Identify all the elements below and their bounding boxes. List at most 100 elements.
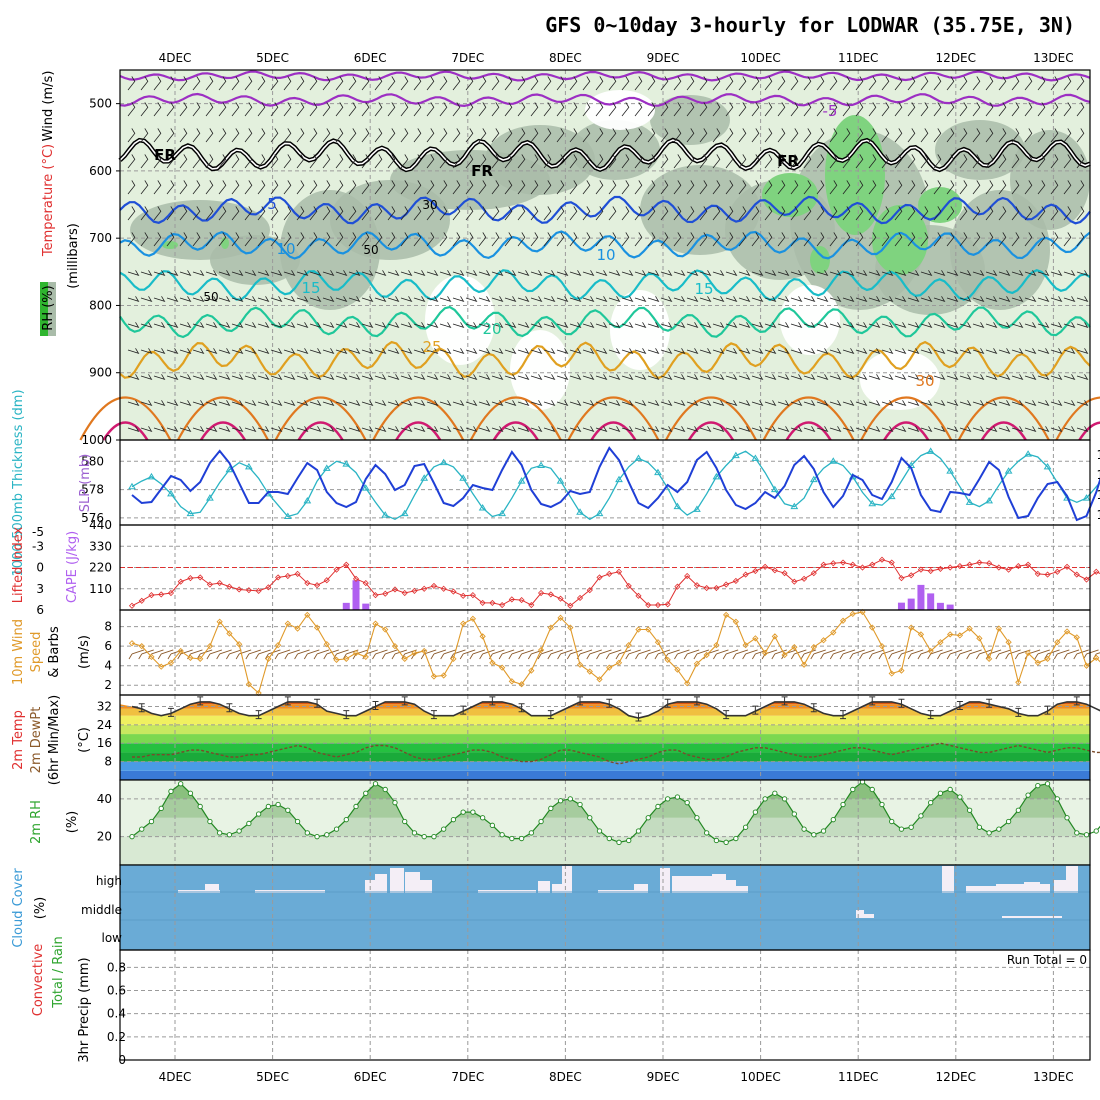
wind-barb (1011, 180, 1020, 195)
wind-barb (205, 348, 218, 354)
wind-barb (166, 426, 179, 432)
wind-barb (166, 180, 175, 195)
rh-marker (762, 796, 768, 802)
wind-barb (868, 206, 877, 221)
wind-barb (842, 426, 855, 432)
minmax-errorbar (752, 705, 759, 715)
wind-barb (452, 296, 465, 302)
wind-barb (868, 270, 881, 276)
wind-barb (777, 154, 786, 169)
wind-barb (179, 180, 188, 195)
wind-barb (192, 154, 201, 169)
wind-barb (439, 154, 448, 169)
wind-barb (231, 374, 244, 380)
wind-barb (257, 426, 270, 432)
thickness-marker (439, 458, 448, 466)
wind-barb (868, 426, 881, 432)
wind-barb (547, 649, 563, 660)
rh-base-fill (120, 836, 1090, 865)
wind-barb (1037, 322, 1050, 328)
contour-label: 10 (276, 240, 295, 258)
rh-marker (976, 824, 983, 830)
wind-barb (348, 102, 357, 117)
thickness-marker (985, 496, 994, 504)
wind-barb (257, 270, 270, 276)
thickness-marker (420, 474, 429, 481)
wind-barb (387, 400, 400, 406)
wind-speed-marker (177, 647, 184, 655)
wind-barb (582, 400, 595, 406)
wind-barb (868, 76, 877, 91)
wind-axis-label: Wind (m/s) (41, 71, 56, 142)
wind-speed-marker (323, 641, 330, 648)
wind-barb (972, 270, 985, 276)
wind-barb (166, 296, 179, 302)
lifted-index-marker (1034, 570, 1041, 577)
wind-barb (309, 154, 318, 169)
lifted-index-marker (323, 577, 330, 584)
temp-axis-label-4: (°C) (77, 727, 92, 753)
cloud-high-block (390, 868, 404, 893)
wind-barb (738, 426, 751, 432)
wind-barb (855, 76, 864, 91)
wind-barb (530, 374, 543, 380)
wind-speed-marker (625, 642, 632, 649)
wind-barb (920, 400, 933, 406)
wind-barb (894, 270, 907, 276)
wind-barb (335, 374, 348, 380)
wind-barb (387, 102, 396, 117)
wind-barb (127, 426, 140, 432)
wind-barb (985, 322, 998, 328)
rh-marker (548, 805, 554, 811)
wind-barb (985, 374, 998, 380)
rh-marker (324, 832, 330, 838)
wind-barb (296, 180, 305, 195)
wind-barb (296, 76, 305, 91)
wind-barb (127, 206, 136, 221)
wind-barb (738, 180, 747, 195)
wind-barb (313, 649, 330, 660)
lifted-index-marker (1044, 571, 1051, 578)
lifted-index-marker (956, 563, 963, 570)
wind-barb (374, 76, 383, 91)
wind-barb (920, 206, 929, 221)
wind-barb (361, 206, 370, 221)
wind-barb (660, 348, 673, 354)
wind-barb (1011, 400, 1024, 406)
wind-barb (413, 348, 426, 354)
wind-speed-marker (489, 659, 496, 666)
rh-marker (197, 803, 203, 810)
thickness-marker (868, 499, 877, 507)
wind-barb (959, 348, 972, 354)
wind-barb (803, 154, 812, 169)
wind-barb (959, 102, 968, 117)
rh-marker (333, 826, 340, 832)
wind-barb (738, 374, 751, 380)
wind-barb (920, 348, 933, 354)
wind-barb (868, 400, 881, 406)
wind-barb (985, 232, 994, 247)
lifted-index-marker (518, 597, 525, 604)
wind-barb (894, 76, 903, 91)
wind-barb (933, 322, 946, 328)
wind-barb (966, 649, 982, 660)
wind-barb (842, 102, 851, 117)
wind-barb (959, 154, 968, 169)
wind-barb (543, 374, 556, 380)
wind-barb (226, 649, 242, 660)
wind-barb (816, 426, 829, 432)
temperature-axis-label: Temperature (°C) (41, 144, 56, 257)
lifted-index-marker (469, 592, 476, 599)
thickness-marker (186, 509, 195, 517)
wind-barb (153, 206, 162, 221)
wind-barb (751, 348, 764, 354)
wind-barb (543, 322, 556, 328)
wind-speed-marker (547, 624, 554, 631)
wind-barb (426, 232, 435, 247)
cloud-high-block (1040, 884, 1050, 893)
thickness-marker (342, 460, 351, 467)
wind-barb (400, 76, 409, 91)
wind-barb (153, 348, 166, 354)
wind-barb (322, 180, 331, 195)
lifted-index-marker (226, 583, 233, 590)
